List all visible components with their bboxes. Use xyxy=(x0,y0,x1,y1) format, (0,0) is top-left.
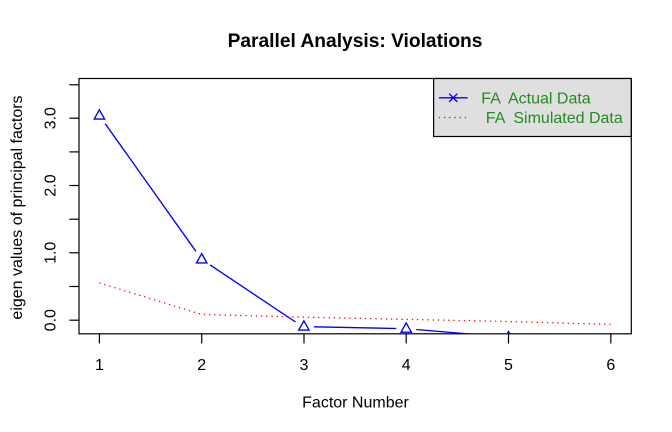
svg-text:1: 1 xyxy=(95,357,104,374)
svg-text:Parallel Analysis: Violations: Parallel Analysis: Violations xyxy=(228,31,483,52)
svg-text:6: 6 xyxy=(606,357,615,374)
svg-text:FA Actual Data: FA Actual Data xyxy=(481,90,591,107)
svg-text:3.0: 3.0 xyxy=(43,107,60,129)
svg-text:2.0: 2.0 xyxy=(43,174,60,196)
svg-text:5: 5 xyxy=(504,357,513,374)
svg-text:1.0: 1.0 xyxy=(43,242,60,264)
svg-text:0.0: 0.0 xyxy=(43,309,60,331)
svg-text:Factor Number: Factor Number xyxy=(302,395,409,412)
svg-text:eigen values of principal fact: eigen values of principal factors xyxy=(9,95,26,319)
svg-text:FA Simulated Data: FA Simulated Data xyxy=(486,110,623,127)
svg-text:3: 3 xyxy=(300,357,309,374)
svg-text:2: 2 xyxy=(197,357,206,374)
svg-text:4: 4 xyxy=(402,357,411,374)
